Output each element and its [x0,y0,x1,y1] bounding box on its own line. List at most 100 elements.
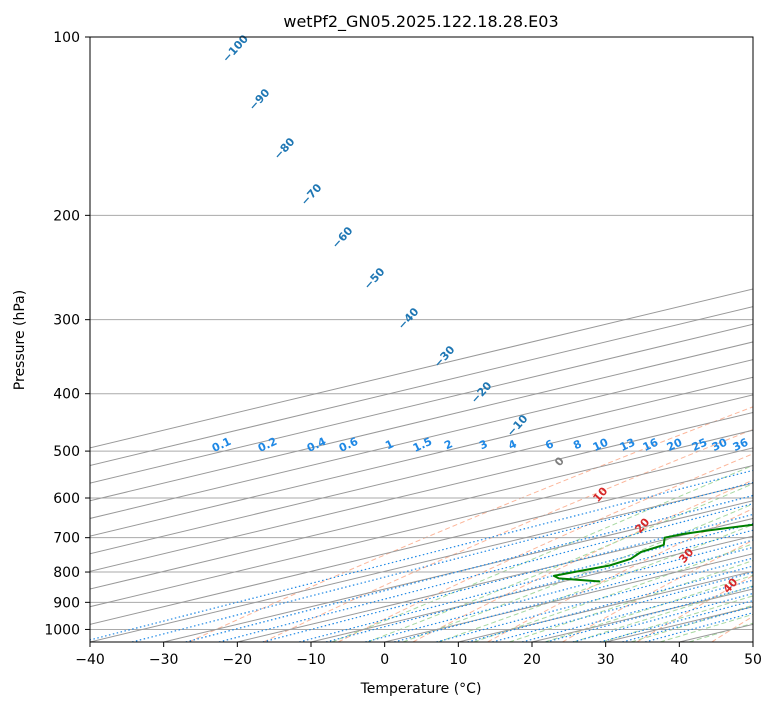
x-tick-label: 40 [670,652,688,668]
moist-adiabat-line [438,524,753,642]
moist-adiabat-line [659,613,753,642]
mixing-ratio-line [131,481,753,642]
isotherm-gridline [90,288,753,449]
dry-adiabat-label: −50 [361,265,387,292]
isotherm-gridline [310,535,753,642]
background-lines [90,37,753,642]
y-tick-label: 600 [53,491,80,507]
dry-adiabat-line [711,615,753,642]
moist-adiabat-line [544,574,753,642]
mixing-ratio-label: 0.4 [305,435,328,455]
y-tick-label: 300 [53,313,80,329]
isotherm-gridline [90,341,753,502]
dry-adiabat-line [188,406,753,642]
isotherm-gridline [90,359,753,519]
dry-adiabat-label: −90 [246,86,272,113]
y-tick-label: 200 [53,208,80,224]
profile-lines [552,523,753,583]
isotherm-gridline [752,641,753,642]
x-tick-label: 10 [449,652,467,668]
mixing-ratio-label: 4 [506,437,519,452]
mixing-ratio-label: 20 [665,436,685,454]
y-axis-title: Pressure (hPa) [12,290,28,390]
y-tick-label: 800 [53,565,80,581]
dry-adiabat-line [636,575,753,642]
mixing-ratio-label: 0.1 [210,435,233,455]
isotherm-gridline [90,447,753,608]
mixing-ratio-label: 2 [442,437,454,452]
y-tick-label: 500 [53,444,80,460]
isotherm-gridline [90,464,753,625]
isotherm-gridline [90,394,753,555]
x-tick-label: −10 [296,652,326,668]
mixing-ratio-label: 8 [571,437,583,452]
y-axis: 100 200 300 400 500 600 700 800 900 1000 [44,30,90,638]
x-tick-label: 50 [744,652,762,668]
x-tick-label: 30 [597,652,615,668]
y-tick-label: 400 [53,387,80,403]
x-tick-label: −20 [223,652,253,668]
isotherm-gridline [384,553,753,642]
mixing-ratio-line [325,529,753,642]
isotherm-gridline [679,623,753,642]
isotherm-gridline [163,500,753,642]
x-axis: −40 −30 −20 −10 0 10 20 30 40 50 [75,642,762,668]
y-tick-label: 100 [53,30,80,46]
dry-adiabat-line [337,453,753,642]
x-tick-label: −40 [75,652,105,668]
dry-adiabat-label: 0 [552,454,567,469]
mixing-ratio-label: 0.6 [337,435,360,455]
dry-adiabat-label: −60 [329,224,355,251]
moist-adiabat-line [402,503,753,642]
mixing-ratio-line [436,557,753,642]
plot-frame [89,36,754,643]
dry-adiabat-label: −30 [431,343,457,370]
mixing-ratio-line [365,539,753,642]
isotherm-gridline [90,323,753,484]
moist-adiabat-line [331,464,753,642]
moist-adiabat-line [367,483,753,642]
isotherm-gridline [90,412,753,572]
isotherm-gridline [90,376,753,537]
isotherm-gridline [237,517,753,642]
mixing-ratio-line [394,546,753,642]
dry-adiabat-label: −10 [504,412,530,439]
mixing-ratio-label: 36 [731,436,751,454]
isotherm-gridline [90,429,753,590]
x-tick-label: −30 [149,652,179,668]
isotherm-gridline [90,306,753,466]
dry-adiabat-line [412,479,753,642]
x-tick-label: 20 [523,652,541,668]
dry-adiabat-label: −20 [468,379,494,406]
mixing-ratio-label: 25 [690,436,709,454]
mixing-ratio-label: 6 [543,437,556,452]
y-tick-label: 1000 [44,622,80,638]
dewpoint-profile-line [552,523,753,583]
mixing-ratio-line [299,522,753,642]
dry-adiabat-label: −40 [395,305,421,332]
x-axis-title: Temperature (°C) [360,681,482,697]
dry-adiabat-label: 10 [590,484,610,504]
y-tick-label: 900 [53,595,80,611]
mixing-ratio-label: 0.2 [256,435,279,455]
mixing-ratio-line [90,469,753,641]
x-tick-label: 0 [380,652,389,668]
chart-title: wetPf2_GN05.2025.122.18.28.E03 [283,12,558,32]
mixing-ratio-line [218,503,753,642]
mixing-ratio-label: 13 [618,436,637,454]
mixing-ratio-label: 10 [591,436,611,454]
mixing-ratio-label: 3 [477,437,489,452]
dry-adiabat-label: −80 [271,135,297,162]
line-annotations: −100−90−80−70−60−50−40−30−20−10010203040… [210,32,751,596]
mixing-ratio-label: 16 [641,436,661,454]
mixing-ratio-label: 1 [383,437,395,452]
mixing-ratio-line [622,605,753,642]
dry-adiabat-label: 30 [676,545,696,565]
mixing-ratio-label: 30 [710,436,730,454]
mixing-ratio-label: 1.5 [411,435,434,455]
dry-adiabat-line [263,428,753,642]
dry-adiabat-label: −70 [298,181,324,208]
isotherm-gridline [90,482,753,642]
y-tick-label: 700 [53,531,80,547]
